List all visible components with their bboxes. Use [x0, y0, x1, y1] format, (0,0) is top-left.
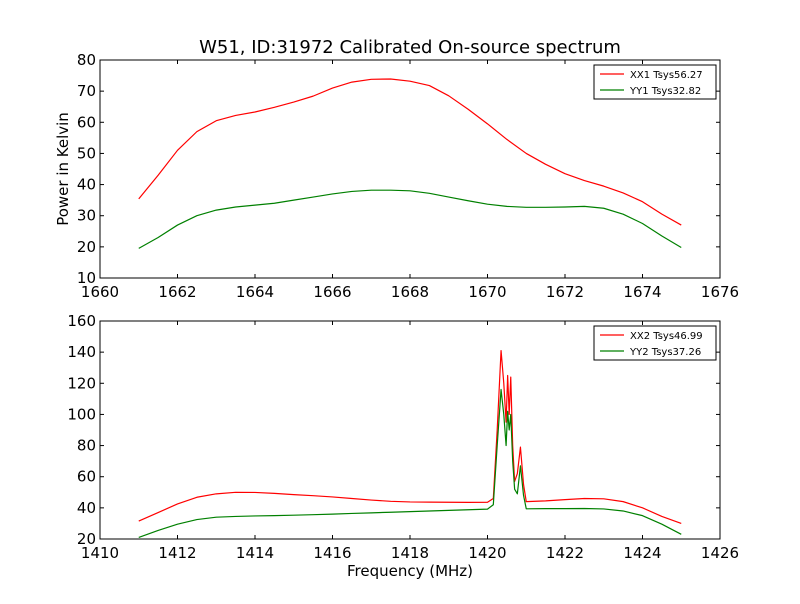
y-tick-label: 80: [77, 51, 96, 69]
subplot-1: 1660 1662 1664 1666 1668 1670 1672 1674 1676 10 20…: [77, 51, 739, 301]
x-tick-label: 1662: [158, 283, 196, 301]
y-tick-label: 70: [77, 82, 96, 100]
x-tick-label: 1426: [701, 544, 739, 562]
series-line-2-1: [138, 349, 682, 524]
x-tick-label: 1410: [81, 544, 119, 562]
series-line-2-2: [138, 388, 682, 539]
x-tick-label: 1416: [313, 544, 351, 562]
x-tick-label: 1670: [468, 283, 506, 301]
legend: XX2 Tsys46.99 YY2 Tsys37.26: [593, 325, 717, 361]
legend-box: [593, 325, 717, 361]
chart-title: W51, ID:31972 Calibrated On-source spect…: [199, 37, 621, 58]
y-tick-label: 40: [77, 176, 96, 194]
x-tick-label: 1672: [546, 283, 584, 301]
y-tick-label: 20: [77, 530, 96, 548]
y-tick-label: 140: [67, 343, 96, 361]
x-tick-label: 1664: [236, 283, 274, 301]
x-tick-label: 1424: [623, 544, 661, 562]
x-tick-label: 1420: [468, 544, 506, 562]
y-axis-label: Power in Kelvin: [54, 112, 72, 226]
legend-entry: XX2 Tsys46.99: [630, 331, 703, 342]
y-tick-label: 100: [67, 405, 96, 423]
legend-entry: XX1 Tsys56.27: [630, 70, 703, 81]
x-tick-label: 1422: [546, 544, 584, 562]
y-tick-label: 50: [77, 144, 96, 162]
legend-entry: YY2 Tsys37.26: [629, 347, 701, 358]
series-line-1-1: [138, 78, 682, 226]
y-tick-label: 80: [77, 437, 96, 455]
y-tick-label: 60: [77, 113, 96, 131]
subplot-2: 1410 1412 1414 1416 1418 1420 1422 1424 1426 20 40…: [67, 312, 739, 562]
y-tick-label: 10: [77, 269, 96, 287]
y-tick-label: 40: [77, 499, 96, 517]
y-tick-label: 160: [67, 312, 96, 330]
y-tick-label: 30: [77, 207, 96, 225]
x-tick-label: 1418: [391, 544, 429, 562]
x-tick-label: 1412: [158, 544, 196, 562]
x-tick-label: 1414: [236, 544, 274, 562]
legend: XX1 Tsys56.27 YY1 Tsys32.82: [593, 64, 717, 100]
y-tick-label: 120: [67, 374, 96, 392]
x-tick-label: 1674: [623, 283, 661, 301]
series-line-1-2: [138, 189, 682, 249]
legend-box: [593, 64, 717, 100]
y-tick-label: 20: [77, 238, 96, 256]
x-tick-label: 1668: [391, 283, 429, 301]
legend-entry: YY1 Tsys32.82: [629, 86, 701, 97]
y-tick-label: 60: [77, 468, 96, 486]
x-tick-label: 1660: [81, 283, 119, 301]
x-axis-label: Frequency (MHz): [347, 562, 473, 580]
x-tick-label: 1666: [313, 283, 351, 301]
x-tick-label: 1676: [701, 283, 739, 301]
